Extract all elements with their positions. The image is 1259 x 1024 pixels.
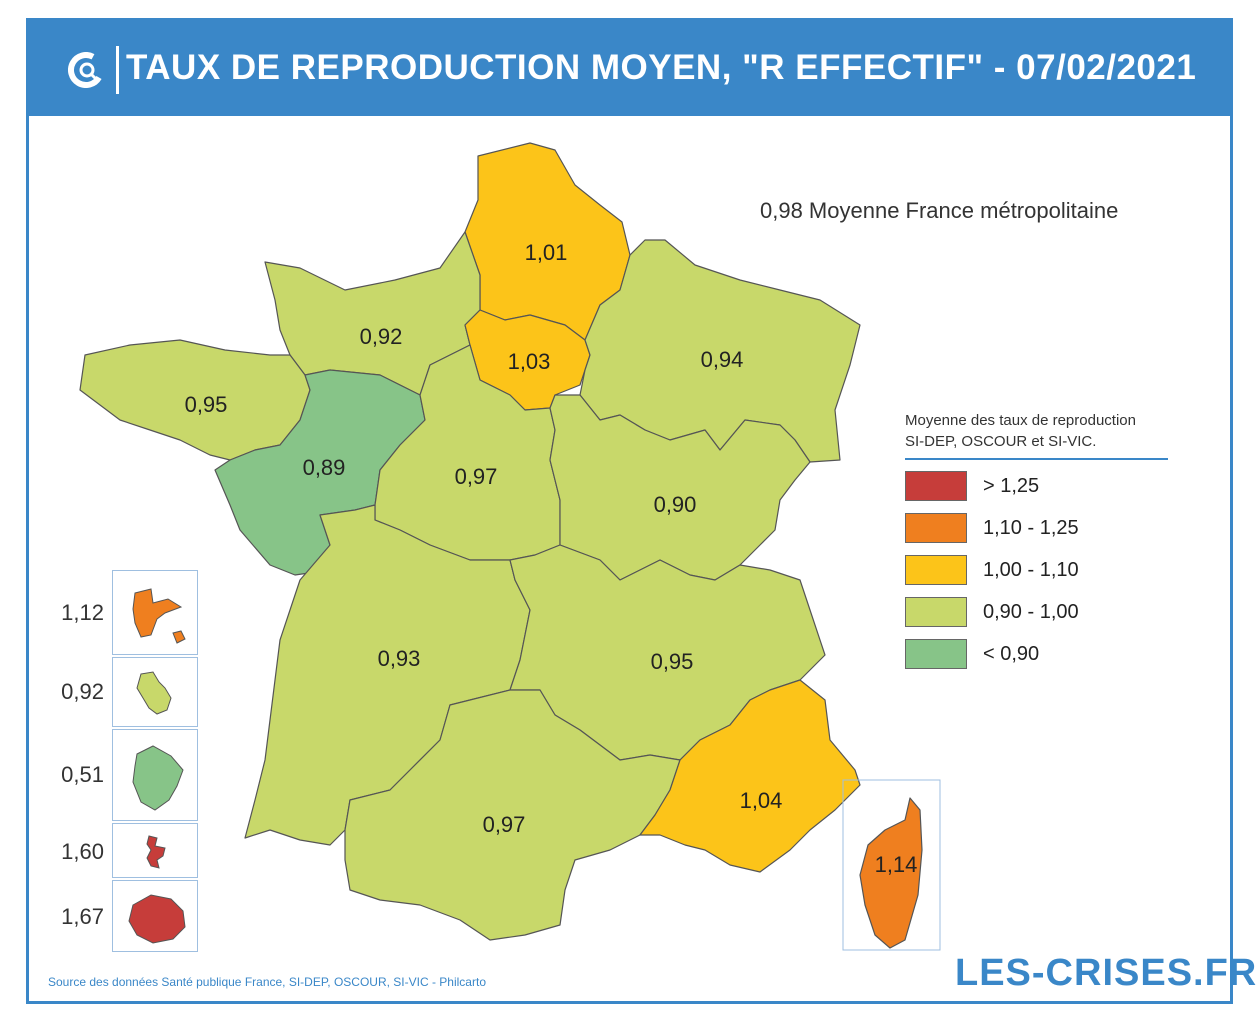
guyane-shape xyxy=(132,745,184,811)
overseas-value-guadeloupe: 1,12 xyxy=(61,600,104,625)
overseas-value-guyane: 0,51 xyxy=(61,762,104,787)
label-occitanie: 0,97 xyxy=(483,812,526,837)
label-provence-alpes-cote-azur: 1,04 xyxy=(740,788,783,813)
legend-underline xyxy=(905,458,1168,460)
label-grand-est: 0,94 xyxy=(701,347,744,372)
national-average-label: 0,98 Moyenne France métropolitaine xyxy=(760,198,1119,223)
header-bar xyxy=(26,18,1233,116)
label-hauts-de-france: 1,01 xyxy=(525,240,568,265)
overseas-value-mayotte: 1,60 xyxy=(61,839,104,864)
region-provence-alpes-cote-azur xyxy=(639,679,861,873)
legend-swatch xyxy=(905,597,967,627)
title-separator xyxy=(116,46,119,94)
legend-label: 0,90 - 1,00 xyxy=(983,601,1079,623)
label-bretagne: 0,95 xyxy=(185,392,228,417)
label-auvergne-rhone-alpes: 0,95 xyxy=(651,649,694,674)
overseas-value-martinique: 0,92 xyxy=(61,679,104,704)
page-title: TAUX DE REPRODUCTION MOYEN, "R EFFECTIF"… xyxy=(126,48,1197,87)
legend-title-line1: Moyenne des taux de reproduction xyxy=(905,412,1136,429)
region-corse xyxy=(859,797,923,949)
inset-guyane xyxy=(112,729,198,821)
legend-title-line2: SI-DEP, OSCOUR et SI-VIC. xyxy=(905,433,1097,450)
les-crises-c-logo-icon xyxy=(68,52,104,88)
mayotte-shape xyxy=(146,835,166,869)
legend-title: Moyenne des taux de reproduction SI-DEP,… xyxy=(905,410,1175,452)
legend-swatch xyxy=(905,513,967,543)
inset-guadeloupe xyxy=(112,570,198,655)
label-pays-de-la-loire: 0,89 xyxy=(303,455,346,480)
label-normandie: 0,92 xyxy=(360,324,403,349)
legend-label: 1,00 - 1,10 xyxy=(983,559,1079,581)
label-centre-val-de-loire: 0,97 xyxy=(455,464,498,489)
label-nouvelle-aquitaine: 0,93 xyxy=(378,646,421,671)
la-reunion-shape xyxy=(128,894,186,944)
inset-mayotte xyxy=(112,823,198,878)
legend-label: > 1,25 xyxy=(983,475,1040,497)
brand-logo[interactable]: LES-CRISES.FR xyxy=(955,952,1258,994)
label-ile-de-france: 1,03 xyxy=(508,349,551,374)
inset-martinique xyxy=(112,657,198,727)
label-bourgogne-franche-comte: 0,90 xyxy=(654,492,697,517)
legend-label: < 0,90 xyxy=(983,643,1040,665)
corse-inset-frame xyxy=(842,779,941,951)
label-corse: 1,14 xyxy=(875,852,918,877)
legend-swatch xyxy=(905,639,967,669)
overseas-value-la-reunion: 1,67 xyxy=(61,904,104,929)
inset-la-reunion xyxy=(112,880,198,952)
legend-label: 1,10 - 1,25 xyxy=(983,517,1079,539)
guadeloupe-shape xyxy=(132,588,186,644)
source-note: Source des données Santé publique France… xyxy=(48,975,486,989)
legend-swatch xyxy=(905,555,967,585)
legend-swatch xyxy=(905,471,967,501)
martinique-shape xyxy=(136,671,172,715)
